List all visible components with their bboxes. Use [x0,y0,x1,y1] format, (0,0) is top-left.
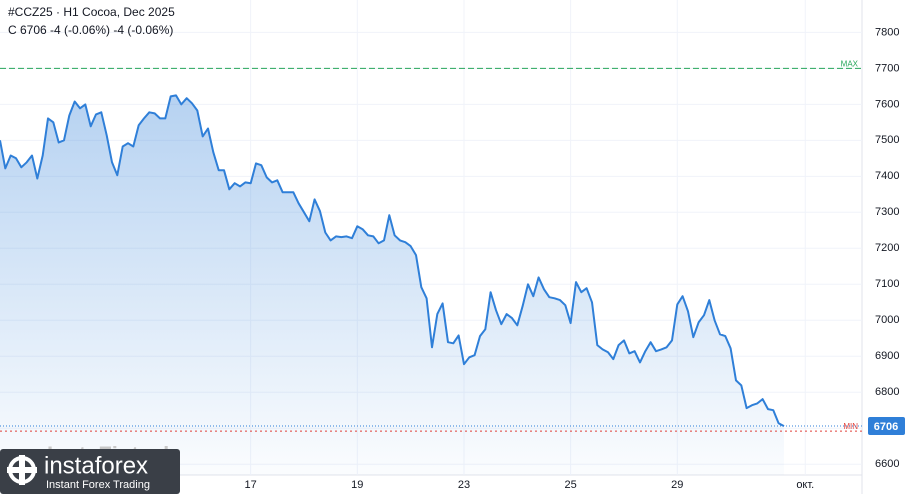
area-fill [0,95,784,476]
x-tick-label: 17 [245,479,257,491]
y-tick-label: 7300 [875,206,899,218]
y-tick-label: 6900 [875,350,899,362]
min-line-label: MIN [843,422,858,431]
max-line-label: MAX [841,59,859,68]
overlay: InstaFintech instaforex Instant Forex Tr… [0,5,180,494]
logo-icon [7,455,37,485]
last-price-label: 6706 [874,421,898,433]
chart-title: #CCZ25 · H1 Cocoa, Dec 2025 [8,5,175,19]
y-tick-label: 6600 [875,458,899,470]
y-tick-label: 7200 [875,242,899,254]
x-tick-label: 29 [671,479,683,491]
y-tick-label: 7100 [875,278,899,290]
plot: MAX MIN 6706 [0,59,905,476]
logo-box [0,449,180,494]
last-price-box [868,417,905,436]
y-tick-label: 7500 [875,134,899,146]
y-tick-label: 7000 [875,314,899,326]
logo-tagline: Instant Forex Trading [46,479,150,491]
y-tick-label: 7800 [875,26,899,38]
quote: C 6706 -4 (-0.06%) -4 (-0.06%) [8,23,173,37]
x-tick-label: 23 [458,479,470,491]
y-tick-label: 7400 [875,170,899,182]
x-tick-label: 19 [351,479,363,491]
x-tick-label: 25 [565,479,577,491]
y-tick-label: 6800 [875,386,899,398]
logo-name: instaforex [44,452,148,479]
x-tick-label: окт. [796,479,814,491]
y-tick-label: 7600 [875,98,899,110]
price-line [0,94,785,427]
y-tick-label: 7700 [875,62,899,74]
